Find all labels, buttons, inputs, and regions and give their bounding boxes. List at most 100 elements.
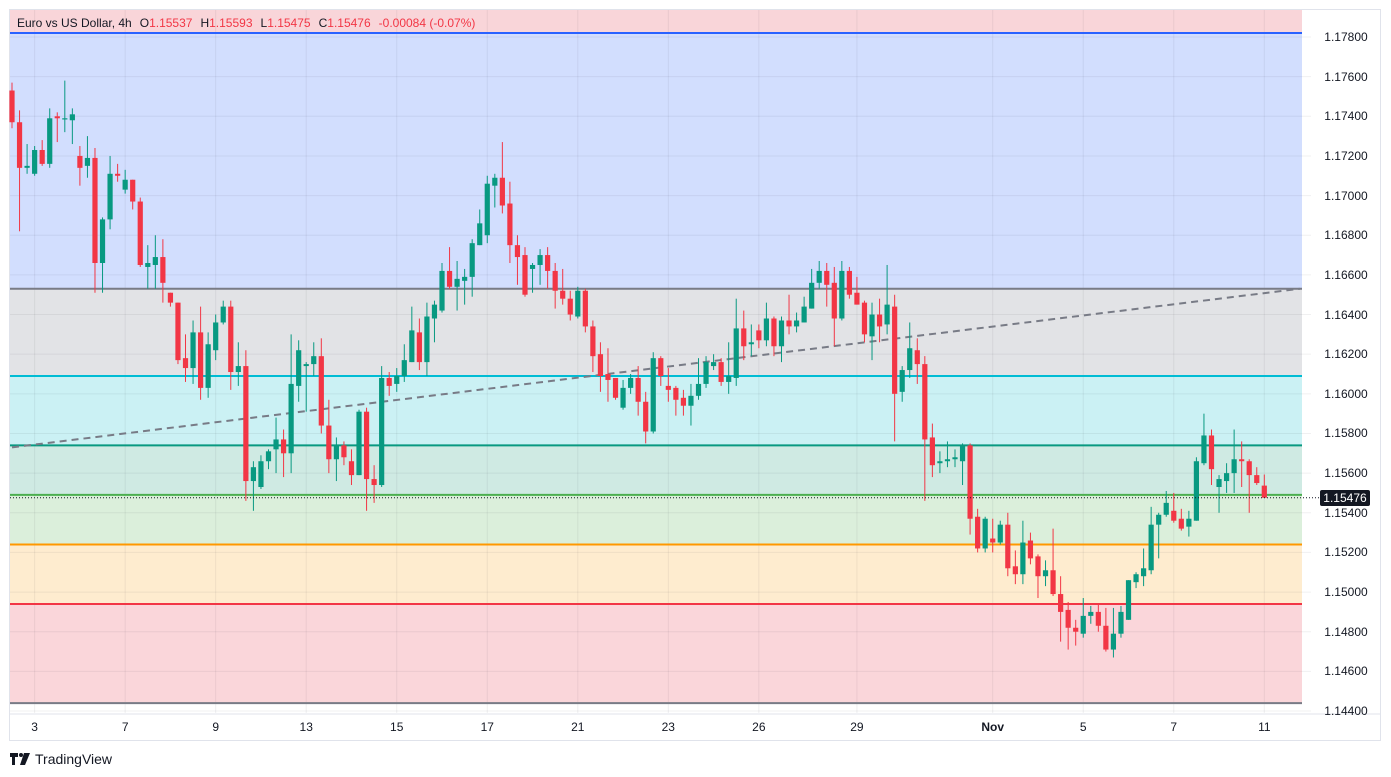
candle-down bbox=[1239, 441, 1245, 488]
candle-body bbox=[1231, 459, 1237, 474]
candle-body bbox=[914, 350, 920, 365]
candle-down bbox=[348, 449, 355, 486]
time-tick-label: 21 bbox=[571, 720, 585, 734]
candle-body bbox=[861, 302, 868, 335]
candle-body bbox=[748, 342, 754, 345]
candle-down bbox=[929, 423, 935, 478]
candle-up bbox=[763, 302, 769, 347]
chart-legend: Euro vs US Dollar, 4h O 1.15537 H 1.15593 … bbox=[17, 16, 475, 30]
candle-body bbox=[620, 387, 626, 408]
price-tick-label: 1.16000 bbox=[1324, 386, 1368, 401]
price-tick-label: 1.14800 bbox=[1324, 624, 1368, 639]
candle-body bbox=[628, 377, 634, 388]
candle-down bbox=[280, 429, 287, 478]
symbol-title: Euro vs US Dollar, 4h bbox=[17, 16, 132, 30]
low-value: 1.15475 bbox=[267, 16, 311, 30]
candle-up bbox=[333, 437, 339, 482]
candle-body bbox=[273, 439, 279, 450]
candle-down bbox=[341, 441, 347, 466]
candle-up bbox=[650, 352, 656, 434]
candle-body bbox=[537, 255, 543, 265]
candle-body bbox=[1193, 461, 1200, 521]
candle-body bbox=[1246, 461, 1252, 476]
candle-up bbox=[959, 443, 966, 486]
price-tick-label: 1.15600 bbox=[1324, 466, 1368, 481]
candle-up bbox=[907, 322, 913, 378]
candle-down bbox=[1073, 619, 1079, 646]
candle-body bbox=[492, 177, 498, 186]
candle-down bbox=[545, 247, 551, 289]
candle-body bbox=[824, 270, 830, 285]
candle-down bbox=[605, 348, 611, 402]
candle-down bbox=[499, 142, 505, 214]
candle-body bbox=[341, 445, 347, 458]
candle-up bbox=[484, 175, 490, 244]
candle-body bbox=[439, 270, 445, 311]
candle-down bbox=[590, 320, 596, 373]
zone-band bbox=[10, 544, 1302, 604]
candle-down bbox=[831, 266, 837, 347]
candle-up bbox=[884, 264, 890, 335]
candle-body bbox=[884, 304, 890, 325]
zone-band bbox=[10, 288, 1302, 376]
candle-body bbox=[959, 445, 966, 462]
low-label: L bbox=[260, 16, 268, 30]
candle-up bbox=[356, 409, 362, 476]
candle-body bbox=[1058, 594, 1064, 612]
candle-up bbox=[937, 451, 943, 474]
candle-body bbox=[756, 330, 762, 341]
candle-body bbox=[741, 328, 747, 347]
candle-down bbox=[386, 372, 392, 396]
zone-band bbox=[10, 494, 1302, 545]
candle-body bbox=[213, 322, 219, 351]
candle-up bbox=[1231, 429, 1237, 493]
candle-body bbox=[311, 356, 317, 365]
candle-down bbox=[771, 316, 777, 357]
candle-up bbox=[205, 332, 211, 398]
candle-body bbox=[1080, 615, 1086, 634]
high-label: H bbox=[200, 16, 210, 30]
time-tick-label: 26 bbox=[752, 720, 766, 734]
price-tick-label: 1.14400 bbox=[1324, 704, 1368, 719]
candle-body bbox=[333, 445, 339, 460]
candle-body bbox=[152, 257, 158, 265]
candle-body bbox=[250, 467, 257, 482]
price-tick-label: 1.15800 bbox=[1324, 426, 1368, 441]
candle-up bbox=[379, 366, 385, 488]
candle-up bbox=[944, 441, 951, 468]
candle-up bbox=[145, 245, 151, 289]
candle-down bbox=[854, 276, 860, 305]
candle-up bbox=[303, 362, 309, 412]
candle-body bbox=[77, 155, 83, 168]
candle-body bbox=[597, 354, 604, 376]
candle-up bbox=[1042, 560, 1049, 587]
tradingview-logo[interactable]: TradingView bbox=[10, 751, 112, 767]
candle-body bbox=[590, 326, 596, 357]
candle-body bbox=[62, 118, 68, 120]
candle-up bbox=[1156, 512, 1162, 559]
candle-down bbox=[1095, 603, 1101, 632]
candle-up bbox=[409, 306, 415, 363]
candle-body bbox=[869, 314, 875, 337]
candle-body bbox=[205, 344, 211, 388]
candle-up bbox=[190, 320, 196, 384]
price-tick-label: 1.16800 bbox=[1324, 228, 1368, 243]
candle-body bbox=[371, 479, 377, 486]
candle-body bbox=[265, 451, 272, 462]
candle-body bbox=[1254, 475, 1260, 484]
candle-up bbox=[296, 340, 302, 402]
candle-body bbox=[190, 332, 196, 369]
candle-body bbox=[198, 332, 204, 388]
candle-body bbox=[318, 356, 324, 426]
candle-down bbox=[1012, 550, 1018, 585]
candle-body bbox=[507, 203, 513, 246]
candle-body bbox=[786, 320, 792, 327]
candle-down bbox=[1208, 429, 1215, 486]
candle-down bbox=[643, 391, 649, 444]
candle-body bbox=[1095, 611, 1101, 626]
candle-body bbox=[545, 255, 551, 271]
candle-body bbox=[24, 165, 30, 168]
candle-body bbox=[462, 276, 468, 281]
candle-body bbox=[175, 302, 181, 361]
